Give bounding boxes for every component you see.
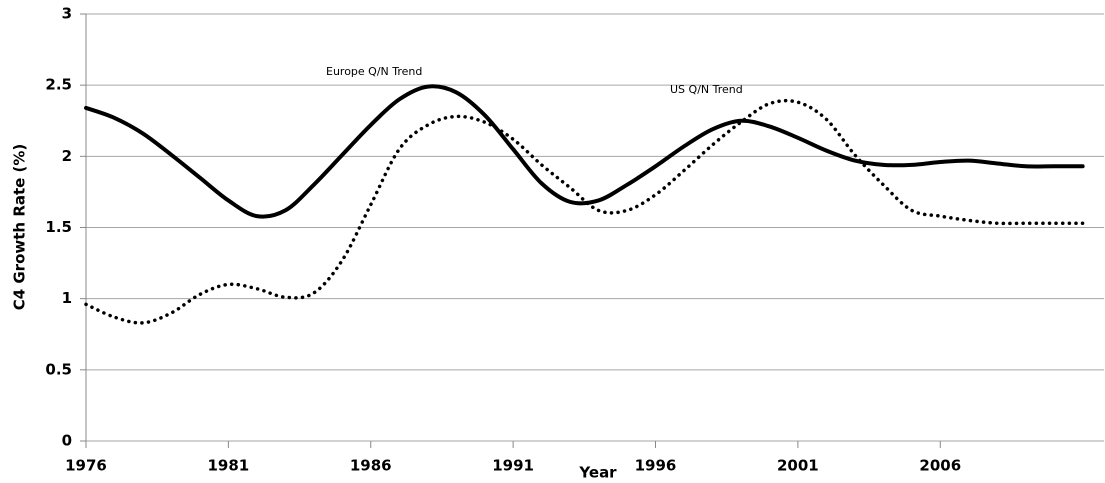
x-tick-label: 1991 [492,457,534,475]
x-tick-label: 1996 [635,457,677,475]
y-tick-label: 0 [62,432,72,450]
x-tick-label: 1986 [350,457,392,475]
y-tick-label: 1.5 [45,218,72,236]
y-tick-label: 0.5 [45,360,72,378]
line-series [84,84,1085,219]
x-axis-label: Year [578,464,617,482]
x-tick-label: 1981 [208,457,250,475]
x-tick-label: 2006 [919,457,961,475]
x-tick-label: 2001 [777,457,819,475]
series-annotation: US Q/N Trend [670,83,743,96]
line-series [84,98,1085,325]
x-tick-label: 1976 [65,457,107,475]
y-tick-label: 2 [62,147,72,165]
y-tick-label: 2.5 [45,76,72,94]
y-tick-label: 3 [62,5,72,23]
y-tick-label: 1 [62,289,72,307]
series-annotation: Europe Q/N Trend [326,65,422,78]
y-axis-label: C4 Growth Rate (%) [11,144,29,311]
